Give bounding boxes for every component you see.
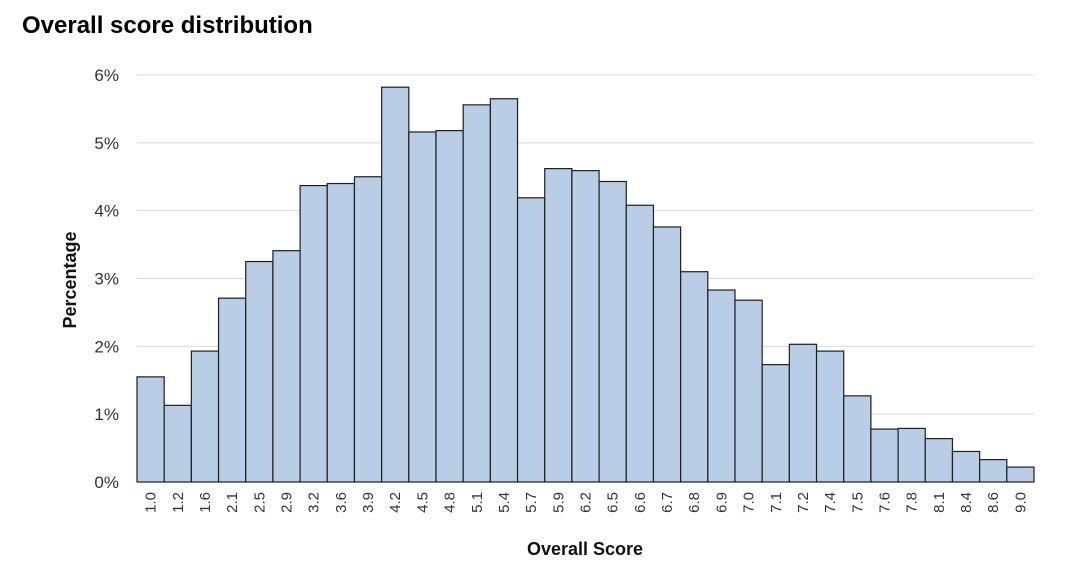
bar: [951, 450, 981, 483]
x-tick-label: 4.2: [387, 492, 404, 513]
bar: [707, 289, 736, 483]
x-tick-label: 7.2: [795, 492, 812, 513]
bar: [815, 350, 845, 483]
bar: [652, 226, 682, 483]
bar: [435, 130, 464, 483]
x-tick-label: 3.9: [360, 492, 377, 513]
bar: [190, 350, 220, 483]
bar: [408, 131, 437, 483]
x-tick-label: 6.2: [578, 492, 595, 513]
x-tick-label: 5.1: [469, 492, 486, 513]
bar: [598, 180, 627, 483]
bar: [353, 176, 383, 483]
bar: [136, 376, 165, 483]
y-tick-label: 6%: [94, 66, 119, 85]
x-tick-label: 5.9: [550, 492, 567, 513]
bar: [680, 271, 709, 483]
y-tick-label: 3%: [94, 270, 119, 289]
x-tick-label: 3.6: [333, 492, 350, 513]
bar: [761, 364, 790, 483]
x-tick-label: 6.7: [659, 492, 676, 513]
x-tick-label: 6.9: [713, 492, 730, 513]
y-axis-label: Percentage: [60, 231, 80, 328]
x-tick-label: 7.0: [741, 492, 758, 513]
x-axis-ticks: 1.0 1.2 1.6 2.1 2.5 2.9 3.2 3.6 3.9 4.2 4.5 4.8 5.1 5…: [143, 492, 1030, 513]
bar: [924, 437, 954, 483]
bar: [843, 395, 872, 483]
x-tick-label: 2.1: [224, 492, 241, 513]
x-tick-label: 7.5: [849, 492, 866, 513]
y-tick-label: 1%: [94, 405, 119, 424]
x-tick-label: 6.8: [686, 492, 703, 513]
bar: [489, 98, 519, 483]
bar: [571, 170, 600, 483]
bar: [299, 184, 328, 483]
x-tick-label: 5.4: [496, 492, 513, 513]
bar: [788, 343, 818, 483]
bar: [734, 299, 763, 483]
y-tick-label: 2%: [94, 337, 119, 356]
bar: [381, 86, 410, 483]
bar: [245, 260, 274, 483]
x-tick-label: 4.5: [414, 492, 431, 513]
x-tick-label: 8.6: [985, 492, 1002, 513]
bar: [326, 182, 356, 483]
bar: [1006, 466, 1035, 483]
x-tick-label: 8.1: [931, 492, 948, 513]
x-tick-label: 7.6: [877, 492, 894, 513]
bar: [516, 197, 546, 483]
x-tick-label: 7.4: [822, 492, 839, 513]
x-tick-label: 9.0: [1012, 492, 1029, 513]
x-tick-label: 7.1: [768, 492, 785, 513]
bar: [870, 428, 899, 483]
y-tick-label: 5%: [94, 134, 119, 153]
x-tick-label: 2.5: [251, 492, 268, 513]
x-tick-label: 7.8: [904, 492, 921, 513]
bar: [544, 168, 573, 483]
x-tick-label: 6.6: [632, 492, 649, 513]
bar: [625, 204, 655, 483]
bar: [272, 250, 301, 483]
x-tick-label: 8.4: [958, 492, 975, 513]
x-tick-label: 6.5: [605, 492, 622, 513]
bar: [217, 297, 247, 483]
chart-title: Overall score distribution: [22, 12, 313, 39]
x-tick-label: 1.6: [197, 492, 214, 513]
bars: [136, 86, 1035, 483]
bar: [462, 104, 491, 483]
bar: [979, 459, 1008, 483]
x-tick-label: 4.8: [442, 492, 459, 513]
bar: [897, 427, 926, 483]
x-tick-label: 2.9: [279, 492, 296, 513]
x-tick-label: 5.7: [523, 492, 540, 513]
x-tick-label: 1.0: [143, 492, 160, 513]
y-axis-ticks: 0% 1% 2% 3% 4% 5% 6%: [94, 66, 119, 492]
x-tick-label: 3.2: [306, 492, 323, 513]
y-tick-label: 0%: [94, 473, 119, 492]
x-axis-label: Overall Score: [527, 539, 643, 559]
y-tick-label: 4%: [94, 202, 119, 221]
bar: [163, 404, 192, 483]
x-tick-label: 1.2: [170, 492, 187, 513]
